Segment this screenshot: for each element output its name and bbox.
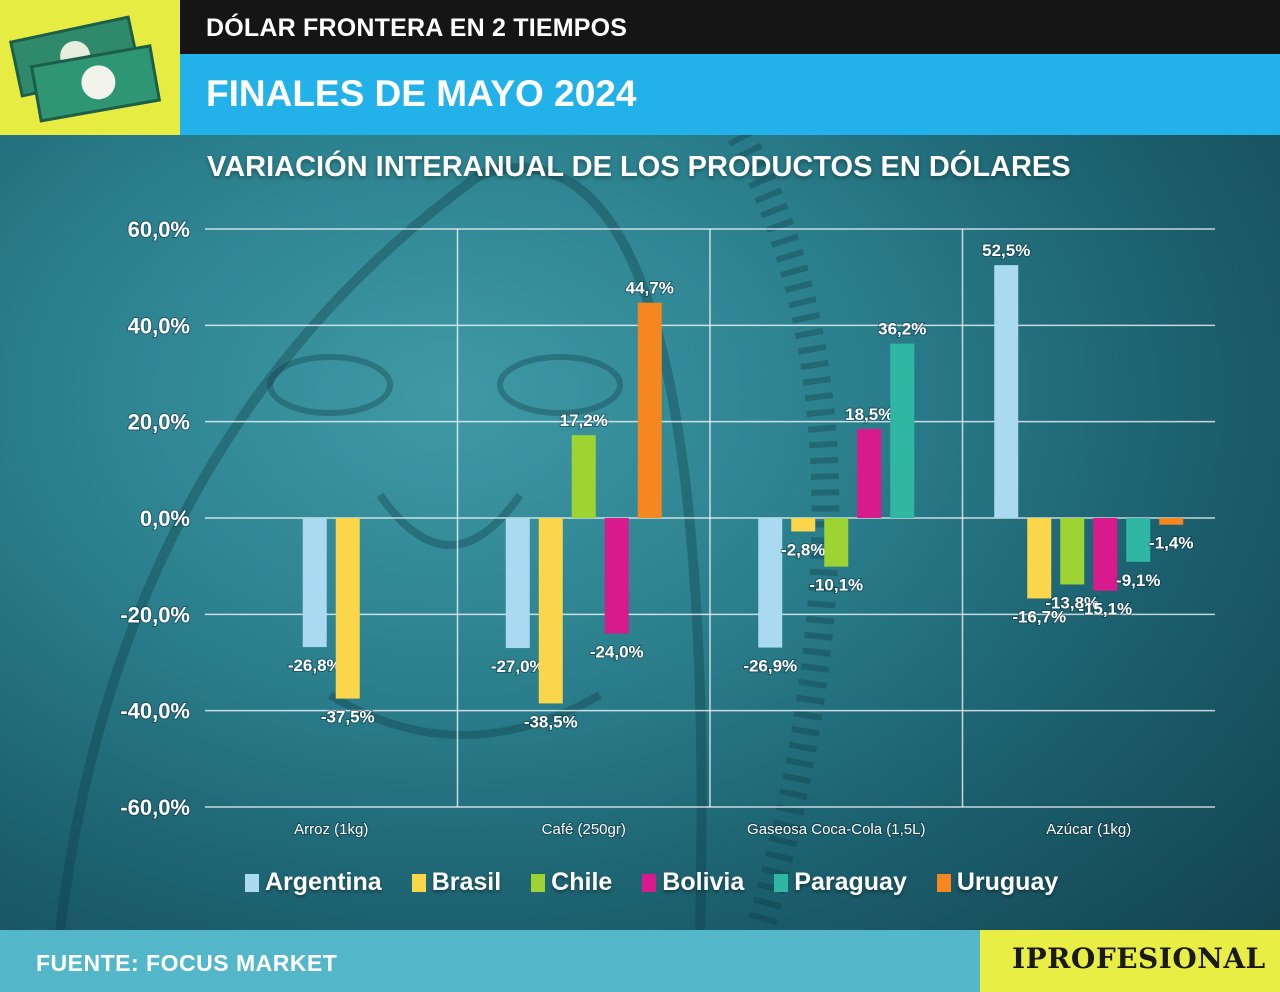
bar-chile xyxy=(1060,518,1085,585)
data-label: -37,5% xyxy=(321,708,375,727)
bar-chile xyxy=(571,435,596,518)
bar-argentina xyxy=(758,518,783,648)
legend-label: Brasil xyxy=(431,868,502,896)
x-tick-label: Arroz (1kg) xyxy=(294,821,368,838)
data-label: -26,8% xyxy=(288,656,342,675)
source-note: FUENTE: FOCUS MARKET xyxy=(36,950,338,976)
legend-item-chile: Chile xyxy=(531,868,612,897)
data-label: 52,5% xyxy=(982,241,1030,260)
legend-item-argentina: Argentina xyxy=(245,868,382,897)
bar-bolivia xyxy=(1093,518,1118,591)
legend-swatch xyxy=(774,873,789,892)
data-label: 44,7% xyxy=(626,279,674,298)
data-label: -38,5% xyxy=(524,712,578,731)
legend-label: Bolivia xyxy=(662,868,745,896)
data-label: -2,8% xyxy=(781,540,825,559)
legend-swatch xyxy=(531,873,546,892)
header-bar: DÓLAR FRONTERA EN 2 TIEMPOS xyxy=(180,0,1280,54)
bar-bolivia xyxy=(604,518,629,634)
y-tick-label: -20,0% xyxy=(120,602,190,627)
data-label: -27,0% xyxy=(491,657,545,676)
brand-logo: IPROFESIONAL xyxy=(980,930,1280,992)
legend-label: Uruguay xyxy=(956,868,1059,896)
y-tick-label: 60,0% xyxy=(128,217,190,242)
bar-paraguay xyxy=(890,343,915,518)
legend-label: Argentina xyxy=(265,868,382,896)
x-tick-label: Café (250gr) xyxy=(542,821,626,838)
data-label: 17,2% xyxy=(560,411,608,430)
title-bar: FINALES DE MAYO 2024 xyxy=(180,54,1280,135)
data-label: 36,2% xyxy=(878,320,926,339)
bar-argentina xyxy=(302,518,327,648)
data-label: -16,7% xyxy=(1012,607,1066,626)
data-label: -10,1% xyxy=(809,576,863,595)
page-title: FINALES DE MAYO 2024 xyxy=(206,73,637,114)
bar-argentina xyxy=(505,518,530,649)
bar-brasil xyxy=(538,518,563,704)
chart-legend: Argentina Brasil Chile Bolivia Paraguay Urugu… xyxy=(245,868,1088,897)
data-label: 18,5% xyxy=(845,405,893,424)
y-tick-label: 20,0% xyxy=(128,410,190,435)
legend-item-uruguay: Uruguay xyxy=(936,868,1059,897)
legend-item-paraguay: Paraguay xyxy=(774,868,907,897)
legend-item-bolivia: Bolivia xyxy=(642,868,744,897)
y-tick-label: 40,0% xyxy=(128,313,190,338)
y-tick-label: 0,0% xyxy=(140,506,190,531)
bar-brasil xyxy=(791,518,816,532)
money-bills-icon xyxy=(0,0,180,135)
bar-brasil xyxy=(1027,518,1052,599)
bar-paraguay xyxy=(1126,518,1151,562)
bar-uruguay xyxy=(1159,518,1184,525)
legend-swatch xyxy=(411,873,426,892)
chart-title: VARIACIÓN INTERANUAL DE LOS PRODUCTOS EN… xyxy=(207,151,1071,183)
legend-swatch xyxy=(642,873,657,892)
bar-brasil xyxy=(335,518,360,699)
legend-swatch xyxy=(936,873,951,892)
brand-name: IPROFESIONAL xyxy=(1012,942,1266,975)
data-label: -9,1% xyxy=(1116,571,1160,590)
legend-swatch xyxy=(245,873,259,892)
bar-chile xyxy=(824,518,849,567)
data-label: -15,1% xyxy=(1078,600,1132,619)
bar-bolivia xyxy=(857,428,882,518)
bar-argentina xyxy=(994,265,1019,518)
header-top-title: DÓLAR FRONTERA EN 2 TIEMPOS xyxy=(206,14,628,42)
y-tick-label: -60,0% xyxy=(120,795,190,820)
data-label: -26,9% xyxy=(743,657,797,676)
legend-item-brasil: Brasil xyxy=(411,868,502,897)
data-label: -1,4% xyxy=(1149,534,1193,553)
bar-uruguay xyxy=(637,302,662,518)
data-label: -24,0% xyxy=(590,643,644,662)
data-label: -13,8% xyxy=(1045,593,1099,612)
legend-label: Chile xyxy=(551,868,613,896)
x-tick-label: Azúcar (1kg) xyxy=(1046,821,1131,838)
y-tick-label: -40,0% xyxy=(120,699,190,724)
legend-label: Paraguay xyxy=(794,868,907,896)
x-tick-label: Gaseosa Coca-Cola (1,5L) xyxy=(747,821,925,838)
